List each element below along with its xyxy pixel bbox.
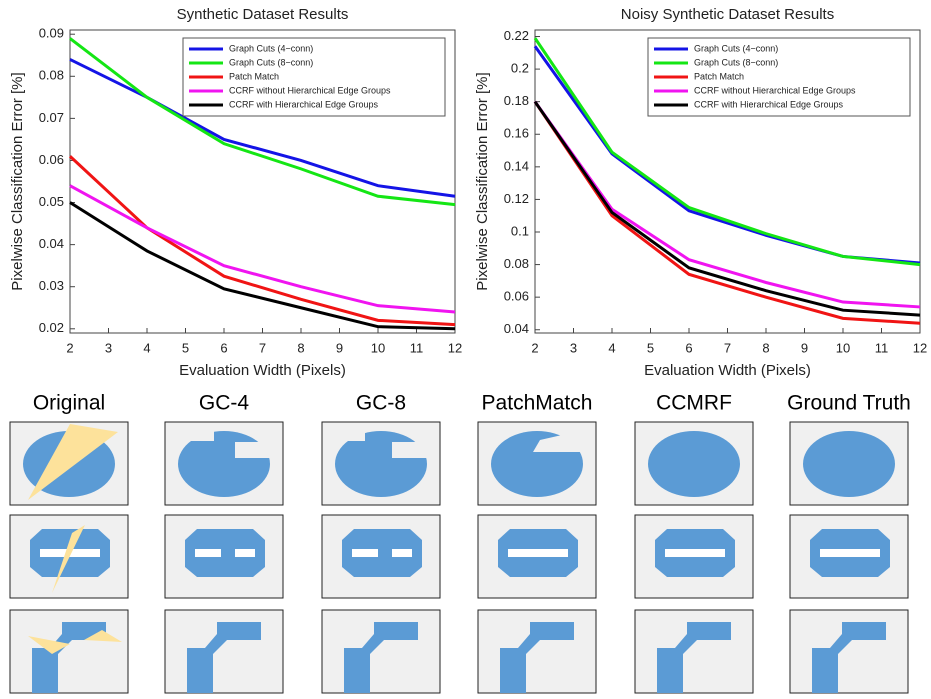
image-tile (10, 610, 128, 693)
x-tick-label: 12 (448, 340, 462, 355)
column-heading: CCMRF (656, 392, 732, 415)
cut (335, 430, 365, 441)
legend-label: CCRF with Hierarchical Edge Groups (694, 99, 844, 109)
series-line (535, 102, 920, 315)
y-tick-label: 0.02 (39, 320, 64, 335)
y-tick-label: 0.04 (504, 321, 529, 336)
image-tile (322, 610, 440, 693)
image-tile (322, 422, 440, 505)
x-tick-label: 5 (182, 340, 189, 355)
y-tick-label: 0.07 (39, 110, 64, 125)
y-tick-label: 0.09 (39, 26, 64, 41)
slot (820, 549, 880, 557)
y-tick-label: 0.06 (39, 152, 64, 167)
y-tick-label: 0.03 (39, 278, 64, 293)
legend-label: CCRF with Hierarchical Edge Groups (229, 99, 379, 109)
y-axis-label: Pixelwise Classification Error [%] (9, 72, 26, 290)
image-tile (635, 422, 753, 505)
x-tick-label: 8 (762, 340, 769, 355)
gap (378, 549, 392, 557)
image-tile (478, 610, 596, 693)
image-tile (322, 515, 440, 598)
x-tick-label: 5 (647, 340, 654, 355)
x-tick-label: 3 (570, 340, 577, 355)
x-axis-label: Evaluation Width (Pixels) (179, 362, 346, 379)
column-heading: PatchMatch (482, 392, 593, 415)
y-tick-label: 0.1 (511, 223, 529, 238)
x-tick-label: 11 (410, 340, 424, 355)
y-tick-label: 0.16 (504, 126, 529, 141)
y-tick-label: 0.08 (39, 68, 64, 83)
x-tick-label: 2 (66, 340, 73, 355)
cut (235, 442, 271, 458)
x-tick-label: 12 (913, 340, 927, 355)
x-tick-label: 10 (836, 340, 850, 355)
image-tile (10, 515, 128, 598)
y-tick-label: 0.12 (504, 191, 529, 206)
x-tick-label: 4 (143, 340, 150, 355)
cut (178, 430, 214, 441)
x-tick-label: 6 (685, 340, 692, 355)
image-tile (165, 515, 283, 598)
y-tick-label: 0.18 (504, 93, 529, 108)
image-tile (478, 422, 596, 505)
x-tick-label: 3 (105, 340, 112, 355)
image-tile (790, 515, 908, 598)
column-heading: Original (33, 392, 105, 415)
image-tile (635, 610, 753, 693)
image-tile (790, 610, 908, 693)
y-tick-label: 0.05 (39, 194, 64, 209)
column-heading: GC-4 (199, 392, 249, 415)
x-tick-label: 4 (608, 340, 615, 355)
legend-label: CCRF without Hierarchical Edge Groups (694, 85, 856, 95)
legend-label: Graph Cuts (8−conn) (229, 57, 313, 67)
y-axis-label: Pixelwise Classification Error [%] (474, 72, 491, 290)
legend-label: Graph Cuts (4−conn) (229, 43, 313, 53)
image-tile (635, 515, 753, 598)
slot (665, 549, 725, 557)
x-tick-label: 10 (371, 340, 385, 355)
shape (648, 431, 740, 497)
image-tile (790, 422, 908, 505)
chart-title: Noisy Synthetic Dataset Results (621, 6, 834, 23)
x-tick-label: 9 (801, 340, 808, 355)
figure: Synthetic Dataset Results Evaluation Widt… (0, 0, 931, 699)
series-line (535, 102, 920, 324)
y-tick-label: 0.22 (504, 28, 529, 43)
y-tick-label: 0.06 (504, 289, 529, 304)
cut (392, 442, 428, 458)
x-axis-label: Evaluation Width (Pixels) (644, 362, 811, 379)
image-tile (165, 610, 283, 693)
series-line (70, 203, 455, 329)
column-heading: Ground Truth (787, 392, 911, 415)
gap (221, 549, 235, 557)
x-tick-label: 11 (875, 340, 889, 355)
series-line (535, 102, 920, 307)
x-tick-label: 9 (336, 340, 343, 355)
series-line (70, 186, 455, 312)
image-tile (478, 515, 596, 598)
x-tick-label: 7 (259, 340, 266, 355)
column-heading: GC-8 (356, 392, 406, 415)
x-tick-label: 7 (724, 340, 731, 355)
x-tick-label: 2 (531, 340, 538, 355)
slot (508, 549, 568, 557)
y-tick-label: 0.14 (504, 158, 529, 173)
x-tick-label: 6 (220, 340, 227, 355)
shape (803, 431, 895, 497)
y-tick-label: 0.04 (39, 236, 64, 251)
y-tick-label: 0.08 (504, 256, 529, 271)
x-tick-label: 8 (297, 340, 304, 355)
y-tick-label: 0.2 (511, 61, 529, 76)
legend-label: Graph Cuts (8−conn) (694, 57, 778, 67)
legend-label: Patch Match (694, 71, 744, 81)
image-tile (10, 422, 128, 505)
image-tile (165, 422, 283, 505)
legend-label: Patch Match (229, 71, 279, 81)
chart-title: Synthetic Dataset Results (177, 6, 349, 23)
legend-label: Graph Cuts (4−conn) (694, 43, 778, 53)
legend-label: CCRF without Hierarchical Edge Groups (229, 85, 391, 95)
